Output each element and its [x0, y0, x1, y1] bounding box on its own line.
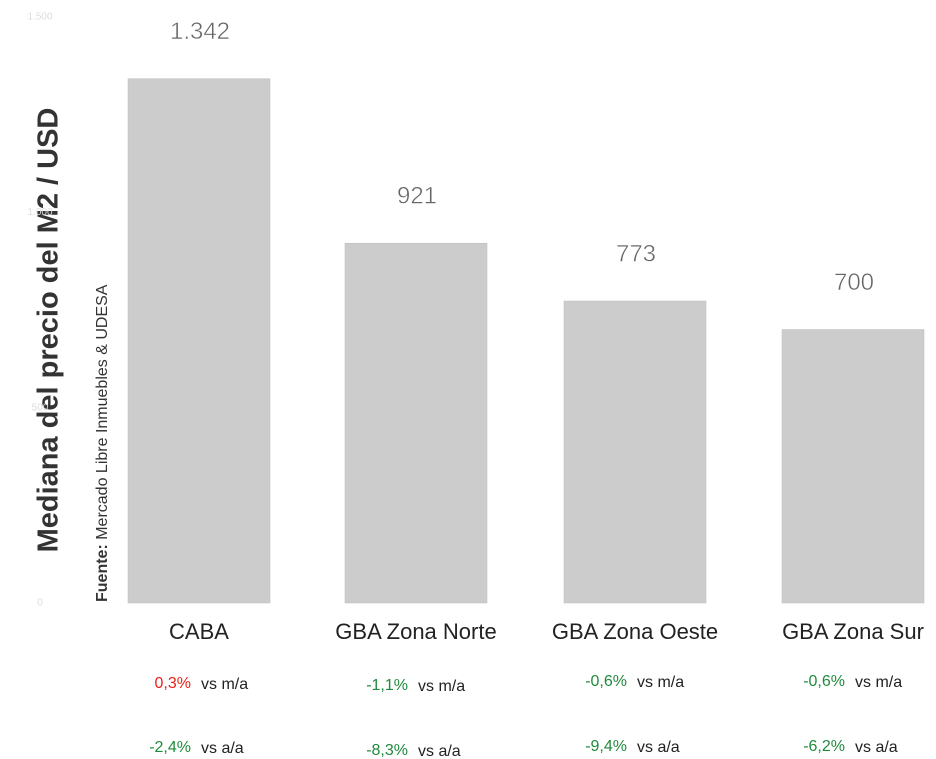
x-tick-label: GBA Zona Sur	[782, 619, 924, 644]
y-tick-label: 1.500	[27, 12, 52, 23]
y-tick-label: 500	[32, 402, 49, 413]
bar	[344, 242, 488, 604]
value-label: 773	[616, 240, 656, 267]
bar	[127, 78, 271, 604]
monthly_change-value: -0,6%	[585, 673, 627, 690]
yearly_change-value: -9,4%	[585, 738, 627, 755]
x-tick-label: GBA Zona Oeste	[552, 619, 718, 644]
monthly_change-value: 0,3%	[155, 675, 191, 692]
value-label: 700	[834, 269, 874, 296]
value-label: 1.342	[170, 18, 230, 45]
yearly_change-label: vs a/a	[418, 743, 461, 759]
monthly_change-label: vs m/a	[637, 674, 684, 691]
yearly_change-value: -8,3%	[366, 742, 408, 759]
yearly_change-label: vs a/a	[855, 739, 898, 756]
yearly_change-value: -2,4%	[149, 739, 191, 756]
yearly_change-label: vs a/a	[201, 740, 244, 757]
monthly_change-label: vs m/a	[418, 678, 465, 695]
monthly_change-label: vs m/a	[855, 674, 902, 691]
y-tick-label: 0	[37, 598, 43, 609]
yearly_change-label: vs a/a	[637, 739, 680, 756]
monthly_change-value: -0,6%	[803, 673, 845, 690]
source-label: Fuente:	[94, 544, 111, 602]
yearly_change-value: -6,2%	[803, 738, 845, 755]
source: Fuente: Mercado Libre Inmuebles & UDESA	[94, 284, 111, 602]
bar	[781, 329, 925, 604]
y-tick-label: 1.000	[27, 207, 52, 218]
y-axis-label: Mediana del precio del M2 / USD	[33, 108, 65, 553]
monthly_change-value: -1,1%	[366, 677, 408, 694]
source-text: Mercado Libre Inmuebles & UDESA	[94, 284, 111, 540]
x-tick-label: GBA Zona Norte	[335, 619, 496, 644]
bar	[563, 300, 707, 604]
x-tick-label: CABA	[169, 619, 229, 644]
value-label: 921	[397, 183, 437, 210]
monthly_change-label: vs m/a	[201, 676, 248, 693]
